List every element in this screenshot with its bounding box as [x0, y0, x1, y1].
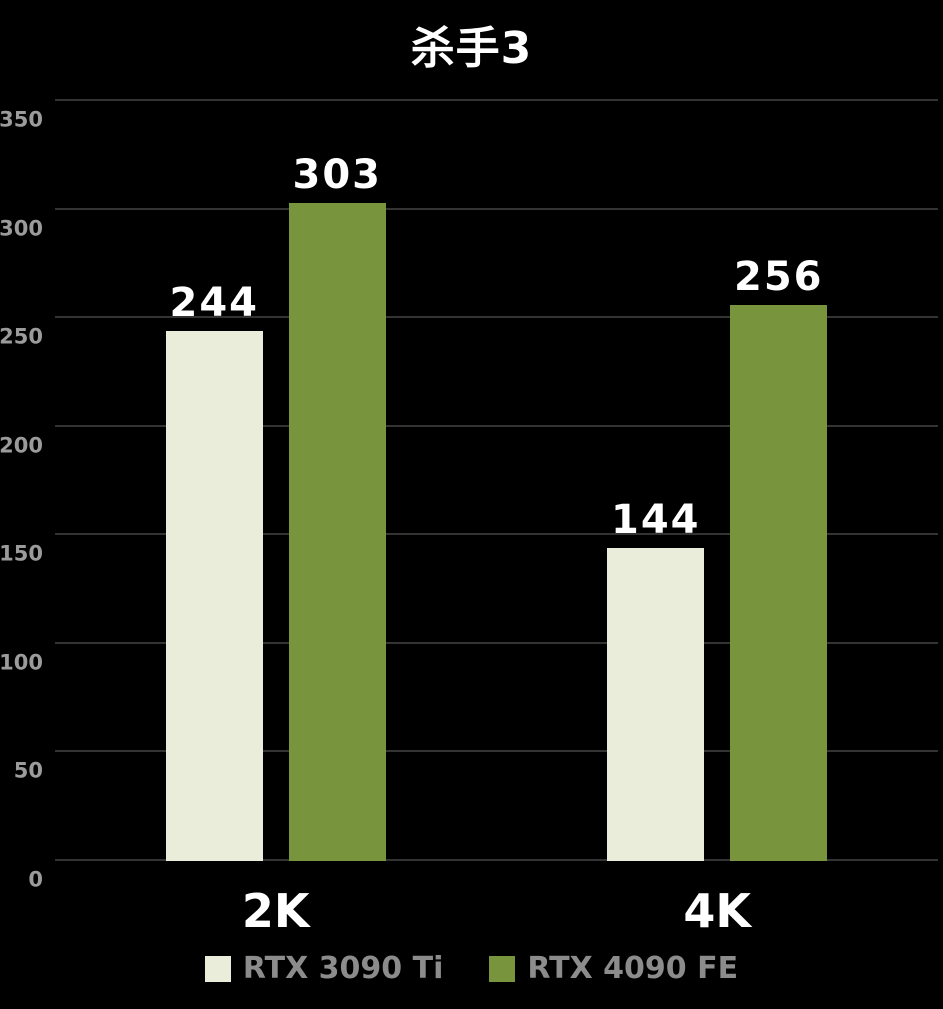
y-tick-label: 0: [28, 867, 43, 892]
gridline: 300: [0, 207, 938, 239]
legend-label: RTX 4090 FE: [527, 951, 739, 986]
gridline: 100: [0, 641, 938, 673]
gridline: 250: [0, 316, 938, 347]
legend-item-rtx-4090-fe: RTX 4090 FE: [489, 954, 738, 984]
y-tick-label: 150: [0, 541, 43, 566]
legend-swatch: [489, 956, 516, 982]
x-axis: 2K 4K: [55, 888, 938, 934]
gridline: 50: [14, 750, 938, 781]
x-axis-label-4k: 4K: [683, 884, 752, 938]
bar-rtx-4090-fe-2k: 303: [288, 155, 386, 861]
bar-group-2k: 244 303: [55, 101, 497, 861]
y-tick-label: 350: [0, 107, 43, 132]
y-tick-label: 100: [0, 650, 43, 675]
plot-area: 0 50 100 150 200 250 300 350 244 303 144 256: [0, 99, 938, 890]
gridline: 350: [0, 99, 938, 130]
bar-value-label: 303: [292, 152, 382, 199]
legend: RTX 3090 Ti RTX 4090 FE: [0, 954, 943, 984]
legend-item-rtx-3090-ti: RTX 3090 Ti: [204, 951, 444, 986]
bar-value-label: 256: [734, 254, 824, 301]
gridline: 200: [0, 424, 938, 456]
y-tick-label: 250: [0, 324, 43, 349]
gridline: 150: [0, 533, 938, 564]
y-tick-label: 200: [0, 433, 43, 458]
bar-rtx-3090-ti-2k: 244: [165, 283, 263, 861]
chart-title: 杀手3: [410, 23, 533, 74]
y-tick-label: 300: [0, 216, 43, 241]
bar-value-label: 244: [169, 280, 259, 327]
y-tick-label: 50: [13, 758, 43, 783]
bar-rtx-3090-ti-4k: 144: [607, 500, 705, 861]
bar-group-4k: 144 256: [497, 101, 939, 861]
bar-rtx-4090-fe-4k: 256: [730, 257, 828, 861]
bars-layer: 244 303 144 256: [55, 101, 938, 861]
gridline: 0: [28, 859, 938, 890]
x-axis-label-2k: 2K: [241, 884, 310, 938]
legend-swatch: [204, 956, 231, 982]
legend-label: RTX 3090 Ti: [242, 951, 444, 986]
bar-value-label: 144: [611, 497, 701, 544]
